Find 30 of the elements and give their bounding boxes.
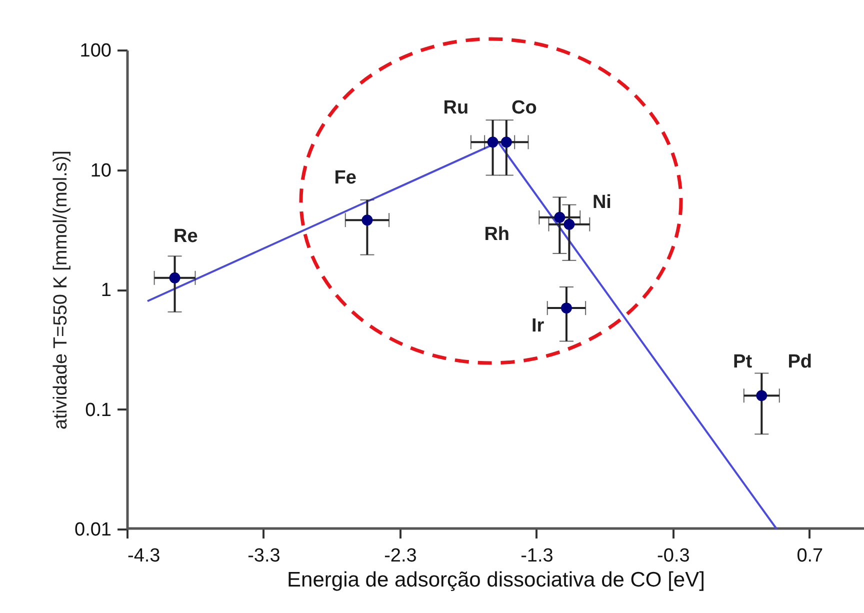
annotation: Co <box>511 98 537 119</box>
annotation: Ni <box>592 192 612 213</box>
annotation: Re <box>174 226 198 247</box>
y-tick-label: 1 <box>100 280 112 301</box>
annotation: Pd <box>788 352 812 373</box>
point <box>756 390 768 402</box>
annotation: Pt <box>733 352 753 373</box>
point <box>169 272 180 284</box>
annotation: Ir <box>531 316 545 337</box>
annotation: Rh <box>484 224 510 246</box>
y-tick-label: 100 <box>80 40 112 62</box>
point <box>554 212 566 223</box>
annotation: Fe <box>334 168 356 189</box>
y-tick-label: 10 <box>90 160 112 182</box>
point <box>487 136 498 148</box>
point <box>564 218 575 230</box>
x-tick-label: -2.3 <box>384 546 417 566</box>
annotation: Ru <box>443 98 469 119</box>
x-tick-label: 0.7 <box>796 546 824 566</box>
point <box>362 214 373 226</box>
x-tick-label: -1.3 <box>520 546 554 566</box>
x-tick-label: -3.3 <box>248 546 280 566</box>
y-tick-label: 0.1 <box>85 400 112 421</box>
x-tick-label: -0.3 <box>657 546 690 566</box>
point <box>560 302 572 314</box>
x-axis-title: Energia de adsorção dissociativa de CO [eV] <box>287 568 705 592</box>
point <box>500 136 512 148</box>
y-tick-label: 0.01 <box>74 520 112 540</box>
y-axis-title: atividade T=550 K [mmol/(mol.s)] <box>50 150 72 430</box>
x-tick-label: -4.3 <box>128 546 160 566</box>
